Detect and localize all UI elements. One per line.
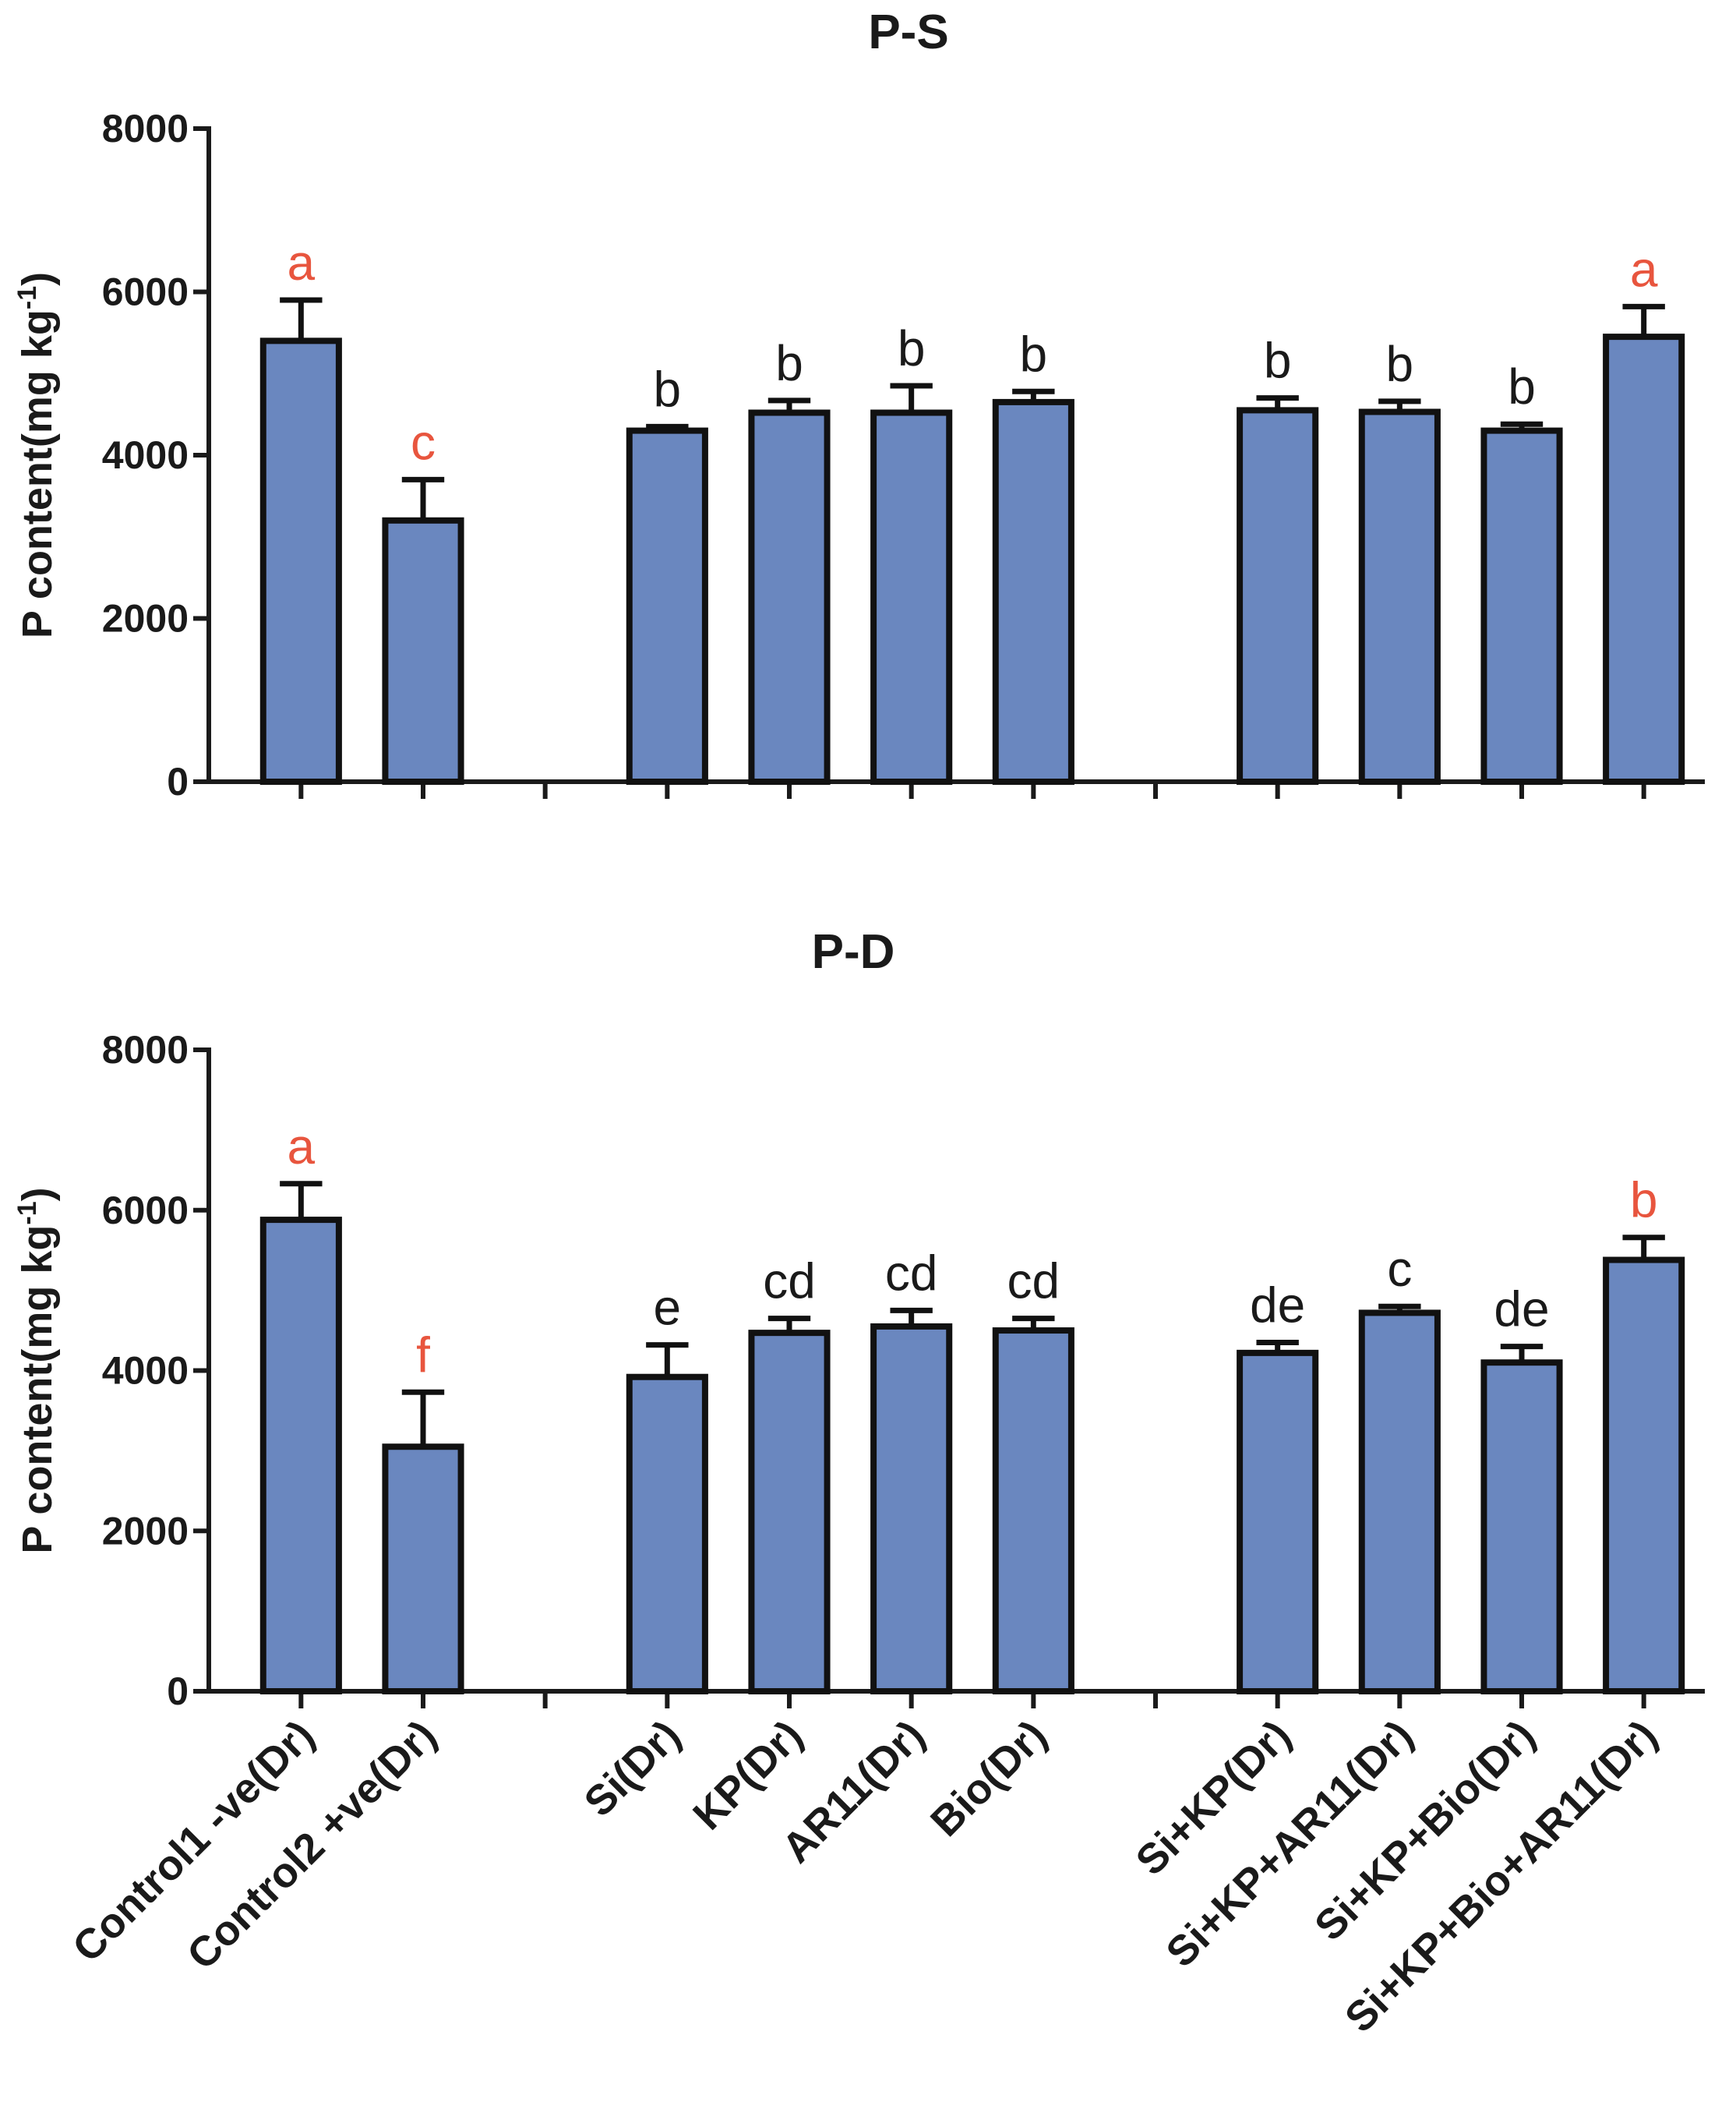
- bar: [259, 337, 342, 786]
- y-tick-label: 4000: [102, 1349, 189, 1393]
- y-tick-label: 2000: [102, 597, 189, 641]
- bar: [870, 1323, 953, 1694]
- significance-letter: a: [1630, 241, 1658, 297]
- chart-title: P-S: [868, 5, 948, 59]
- significance-letter: a: [288, 1118, 316, 1175]
- y-tick-label: 0: [167, 1669, 189, 1713]
- significance-letter: b: [1264, 333, 1292, 389]
- significance-letter: b: [775, 335, 803, 391]
- significance-letter: c: [1387, 1241, 1412, 1297]
- y-axis-label: P content(mg kg-1): [12, 1187, 61, 1553]
- bar: [870, 409, 953, 786]
- y-axis-label: P content(mg kg-1): [12, 272, 61, 638]
- panel-p-d: P-DP content(mg kg-1)02000400060008000aC…: [12, 925, 1705, 2041]
- significance-letter: b: [1508, 359, 1536, 415]
- y-tick-label: 8000: [102, 107, 189, 150]
- bar: [1237, 1349, 1319, 1695]
- x-category-label: Si(Dr): [575, 1712, 689, 1825]
- bar: [1358, 408, 1441, 785]
- chart-title: P-D: [812, 925, 895, 979]
- y-axis-label-superscript: -1: [12, 1201, 42, 1224]
- significance-letter: de: [1250, 1277, 1305, 1333]
- y-axis-label-text: P content(mg kg: [14, 309, 61, 638]
- y-tick-label: 2000: [102, 1509, 189, 1553]
- bar: [748, 409, 831, 786]
- bar: [1603, 334, 1685, 785]
- significance-letter: b: [654, 361, 682, 417]
- bar: [1603, 1256, 1685, 1694]
- significance-letter: cd: [885, 1245, 938, 1301]
- significance-letter: cd: [1007, 1253, 1060, 1309]
- significance-letter: f: [416, 1327, 430, 1383]
- y-tick-label: 8000: [102, 1028, 189, 1072]
- significance-letter: a: [288, 235, 316, 291]
- significance-letter: b: [1386, 336, 1414, 392]
- significance-letter: c: [411, 414, 436, 470]
- bar: [992, 1327, 1074, 1694]
- panel-p-s: P-S P content(mg kg-1) 0 2000 4000 6000 8000 a c…: [12, 5, 1705, 804]
- x-category-label: Si+KP+Bio(Dr): [1306, 1712, 1544, 1950]
- bar: [259, 1217, 342, 1694]
- y-tick-label: 6000: [102, 270, 189, 314]
- bar: [992, 398, 1074, 785]
- bar: [626, 427, 708, 785]
- y-tick-label: 4000: [102, 433, 189, 477]
- y-tick-label: 6000: [102, 1189, 189, 1232]
- bar: [382, 517, 464, 785]
- y-tick-label: 0: [167, 760, 189, 804]
- significance-letter: cd: [763, 1253, 816, 1309]
- bar: [382, 1443, 464, 1694]
- significance-letter: b: [1020, 326, 1048, 382]
- y-axis-label-suffix: ): [14, 272, 61, 286]
- significance-letter: de: [1494, 1281, 1549, 1337]
- significance-letter: b: [1630, 1172, 1658, 1228]
- bar: [748, 1330, 831, 1695]
- x-category-label: Bio(Dr): [922, 1712, 1056, 1846]
- significance-letter: e: [654, 1280, 682, 1336]
- bar: [1480, 1359, 1563, 1695]
- y-axis-label-superscript: -1: [12, 286, 42, 309]
- bar: [626, 1373, 708, 1694]
- y-axis-label-suffix: ): [14, 1187, 61, 1201]
- bar: [1358, 1309, 1441, 1695]
- bar: [1237, 407, 1319, 785]
- y-axis-label-text: P content(mg kg: [14, 1225, 61, 1554]
- significance-letter: b: [898, 320, 926, 376]
- bar: [1480, 427, 1563, 785]
